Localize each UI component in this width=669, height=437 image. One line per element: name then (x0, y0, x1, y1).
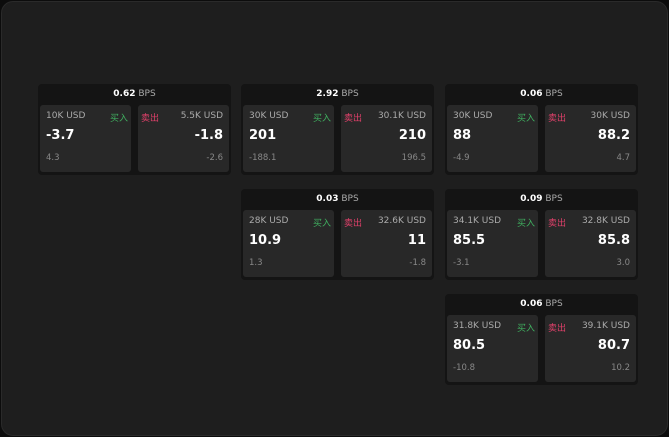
ask-change: 3.0 (616, 258, 630, 268)
sell-label[interactable]: 卖出 (548, 219, 567, 229)
spread-value: 0.09 (520, 194, 543, 204)
bid-price: -3.7 (46, 128, 75, 143)
spread-value: 2.92 (316, 89, 339, 99)
buy-label[interactable]: 买入 (516, 114, 535, 124)
quote-card: 0.03 BPS 28K USD 买入 10.9 1.3 卖出 32.6K US… (241, 189, 434, 280)
spread-unit: BPS (545, 299, 563, 309)
spread-value: 0.06 (520, 299, 543, 309)
quote-card: 0.06 BPS 31.8K USD 买入 80.5 -10.8 卖出 39.1… (445, 294, 638, 385)
bid-price: 201 (249, 128, 277, 143)
ask-change: -1.8 (409, 258, 426, 268)
bid-quantity: 30K USD (249, 111, 289, 121)
buy-label[interactable]: 买入 (312, 114, 331, 124)
bid-change: -188.1 (249, 153, 277, 163)
spread-value: 0.62 (113, 89, 136, 99)
bid-price: 85.5 (453, 233, 486, 248)
bid-price: 10.9 (249, 233, 282, 248)
buy-panel[interactable]: 30K USD 买入 201 -188.1 (243, 105, 334, 172)
quote-card: 2.92 BPS 30K USD 买入 201 -188.1 卖出 30.1K … (241, 84, 434, 175)
bid-quantity: 31.8K USD (453, 321, 502, 331)
ask-price: 88.2 (597, 128, 630, 143)
bid-quantity: 28K USD (249, 216, 289, 226)
ask-change: 196.5 (401, 153, 426, 163)
buy-panel[interactable]: 30K USD 买入 88 -4.9 (447, 105, 538, 172)
sell-label[interactable]: 卖出 (548, 324, 567, 334)
ask-quantity: 32.8K USD (581, 216, 630, 226)
ask-price: 210 (398, 128, 426, 143)
sell-panel[interactable]: 卖出 5.5K USD -1.8 -2.6 (138, 105, 229, 172)
spread-unit: BPS (545, 194, 563, 204)
buy-label[interactable]: 买入 (516, 324, 535, 334)
spread-value: 0.06 (520, 89, 543, 99)
ask-quantity: 5.5K USD (180, 111, 223, 121)
buy-label[interactable]: 买入 (312, 219, 331, 229)
bid-change: -3.1 (453, 258, 470, 268)
ask-quantity: 32.6K USD (377, 216, 426, 226)
bid-price: 88 (453, 128, 472, 143)
bid-change: 4.3 (46, 153, 60, 163)
ask-quantity: 39.1K USD (581, 321, 630, 331)
quote-card: 0.09 BPS 34.1K USD 买入 85.5 -3.1 卖出 32.8K… (445, 189, 638, 280)
spread-value: 0.03 (316, 194, 339, 204)
ask-price: 80.7 (597, 338, 630, 353)
bid-change: -4.9 (453, 153, 470, 163)
bid-price: 80.5 (453, 338, 486, 353)
spread-unit: BPS (341, 89, 359, 99)
sell-panel[interactable]: 卖出 30K USD 88.2 4.7 (545, 105, 636, 172)
sell-label[interactable]: 卖出 (344, 219, 363, 229)
bid-quantity: 34.1K USD (453, 216, 502, 226)
sell-panel[interactable]: 卖出 32.6K USD 11 -1.8 (341, 210, 432, 277)
quote-card: 0.62 BPS 10K USD 买入 -3.7 4.3 卖出 5.5K USD… (38, 84, 231, 175)
buy-panel[interactable]: 10K USD 买入 -3.7 4.3 (40, 105, 131, 172)
bid-change: 1.3 (249, 258, 263, 268)
quote-card: 0.06 BPS 30K USD 买入 88 -4.9 卖出 30K USD 8… (445, 84, 638, 175)
spread-header: 0.03 BPS (241, 189, 434, 209)
sell-panel[interactable]: 卖出 30.1K USD 210 196.5 (341, 105, 432, 172)
ask-quantity: 30K USD (590, 111, 630, 121)
buy-panel[interactable]: 28K USD 买入 10.9 1.3 (243, 210, 334, 277)
ask-change: 4.7 (616, 153, 630, 163)
sell-panel[interactable]: 卖出 32.8K USD 85.8 3.0 (545, 210, 636, 277)
buy-label[interactable]: 买入 (516, 219, 535, 229)
sell-label[interactable]: 卖出 (344, 114, 363, 124)
ask-quantity: 30.1K USD (377, 111, 426, 121)
ask-price: 85.8 (597, 233, 630, 248)
spread-unit: BPS (138, 89, 156, 99)
sell-label[interactable]: 卖出 (548, 114, 567, 124)
spread-header: 0.62 BPS (38, 84, 231, 104)
buy-label[interactable]: 买入 (109, 114, 128, 124)
buy-panel[interactable]: 31.8K USD 买入 80.5 -10.8 (447, 315, 538, 382)
spread-header: 0.06 BPS (445, 84, 638, 104)
ask-change: -2.6 (206, 153, 223, 163)
spread-header: 0.06 BPS (445, 294, 638, 314)
spread-unit: BPS (545, 89, 563, 99)
spread-header: 2.92 BPS (241, 84, 434, 104)
buy-panel[interactable]: 34.1K USD 买入 85.5 -3.1 (447, 210, 538, 277)
spread-unit: BPS (341, 194, 359, 204)
bid-change: -10.8 (453, 363, 475, 373)
bid-quantity: 10K USD (46, 111, 86, 121)
ask-change: 10.2 (611, 363, 630, 373)
sell-label[interactable]: 卖出 (141, 114, 160, 124)
bid-quantity: 30K USD (453, 111, 493, 121)
spread-header: 0.09 BPS (445, 189, 638, 209)
ask-price: -1.8 (194, 128, 223, 143)
sell-panel[interactable]: 卖出 39.1K USD 80.7 10.2 (545, 315, 636, 382)
ask-price: 11 (407, 233, 426, 248)
